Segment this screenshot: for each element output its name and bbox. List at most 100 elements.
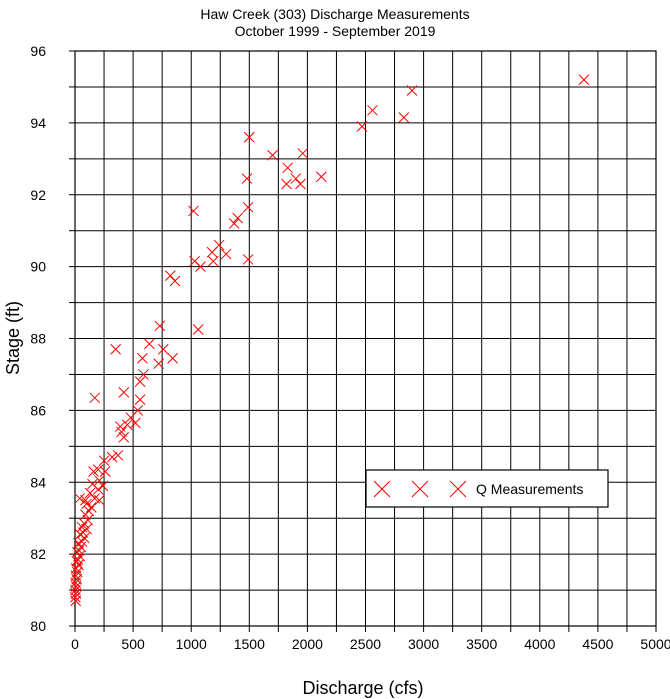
x-tick-label: 3500 [466, 636, 497, 652]
data-point [75, 541, 87, 553]
data-point [243, 131, 255, 143]
data-point [144, 338, 155, 350]
data-point [89, 392, 101, 404]
y-tick-label: 82 [30, 546, 46, 562]
y-tick-label: 92 [30, 187, 46, 203]
data-point [228, 218, 240, 229]
data-point [282, 162, 293, 174]
legend-box [365, 469, 609, 508]
legend: Q Measurements [365, 469, 609, 508]
x-tick-label: 4500 [582, 636, 613, 652]
data-point [290, 173, 302, 184]
y-tick-label: 86 [30, 402, 46, 418]
data-point [153, 358, 165, 370]
data-point [267, 149, 278, 161]
data-point [80, 509, 91, 520]
data-point [110, 343, 122, 355]
data-point [367, 104, 378, 116]
data-point [281, 178, 292, 190]
data-point [207, 255, 219, 267]
y-tick-label: 96 [30, 43, 46, 59]
y-axis-label: Stage (ft) [3, 301, 23, 375]
data-point [189, 255, 201, 267]
data-point [99, 466, 111, 477]
plot-frame [74, 50, 657, 627]
y-tick-label: 90 [30, 259, 46, 275]
x-tick-label: 500 [121, 636, 145, 652]
data-point [70, 595, 82, 607]
data-point [188, 205, 199, 217]
y-axis-tick-labels: 80 82 84 86 88 90 92 94 96 [30, 43, 46, 634]
data-point [118, 387, 130, 398]
data-points [69, 74, 590, 607]
data-point [92, 484, 104, 495]
data-point [232, 212, 244, 224]
data-point [169, 275, 181, 287]
data-point [297, 148, 309, 159]
x-tick-label: 2000 [292, 636, 323, 652]
data-point [154, 320, 166, 332]
data-point [137, 352, 148, 364]
data-point [406, 85, 418, 96]
data-point [98, 455, 110, 467]
x-tick-label: 3000 [408, 636, 439, 652]
x-tick-label: 4000 [524, 636, 555, 652]
data-point [134, 376, 146, 387]
legend-markers [373, 480, 467, 498]
data-point [125, 412, 137, 423]
x-tick-label: 1000 [176, 636, 207, 652]
data-point [138, 369, 149, 380]
data-point [85, 502, 97, 513]
data-point [164, 270, 176, 281]
chart-title: Haw Creek (303) Discharge Measurements [200, 6, 469, 22]
axis-tick-marks [69, 50, 657, 632]
y-tick-label: 88 [30, 331, 46, 347]
data-point [398, 112, 410, 123]
data-point [295, 178, 306, 190]
data-point [157, 343, 169, 355]
data-point [84, 487, 96, 499]
data-point [578, 74, 590, 86]
data-point [74, 493, 86, 504]
data-point [94, 494, 105, 506]
legend-label: Q Measurements [476, 481, 583, 497]
data-point [206, 246, 218, 258]
data-point [97, 480, 109, 492]
data-point [118, 431, 130, 443]
data-point [315, 171, 327, 183]
chart-subtitle: October 1999 - September 2019 [235, 23, 436, 39]
data-point [242, 254, 254, 265]
data-point [81, 498, 92, 510]
data-point [88, 466, 99, 477]
data-point [167, 352, 178, 364]
x-axis-tick-labels: 0 500 1000 1500 2000 2500 3000 3500 4000 4500 5000 [71, 636, 670, 652]
data-point [116, 426, 127, 438]
data-point [94, 475, 105, 486]
data-point [121, 419, 133, 431]
grid-lines [74, 50, 657, 627]
legend-marker [373, 480, 391, 498]
data-point [220, 248, 232, 260]
x-axis-label: Discharge (cfs) [302, 678, 423, 698]
data-point [69, 591, 81, 603]
y-tick-label: 84 [30, 474, 46, 490]
legend-marker [449, 480, 467, 498]
data-point [112, 449, 124, 461]
y-tick-label: 94 [30, 115, 46, 131]
data-point [80, 494, 91, 506]
data-point [78, 518, 90, 529]
legend-marker [411, 480, 429, 498]
x-tick-label: 2500 [350, 636, 381, 652]
x-tick-label: 1500 [234, 636, 265, 652]
data-point [134, 394, 146, 405]
data-point [241, 173, 253, 184]
x-tick-label: 0 [71, 636, 79, 652]
x-tick-label: 5000 [640, 636, 670, 652]
data-point [106, 451, 118, 463]
y-tick-label: 80 [30, 618, 46, 634]
data-point [242, 201, 254, 213]
data-point [74, 550, 86, 562]
data-point [356, 121, 368, 132]
data-point [192, 324, 204, 335]
